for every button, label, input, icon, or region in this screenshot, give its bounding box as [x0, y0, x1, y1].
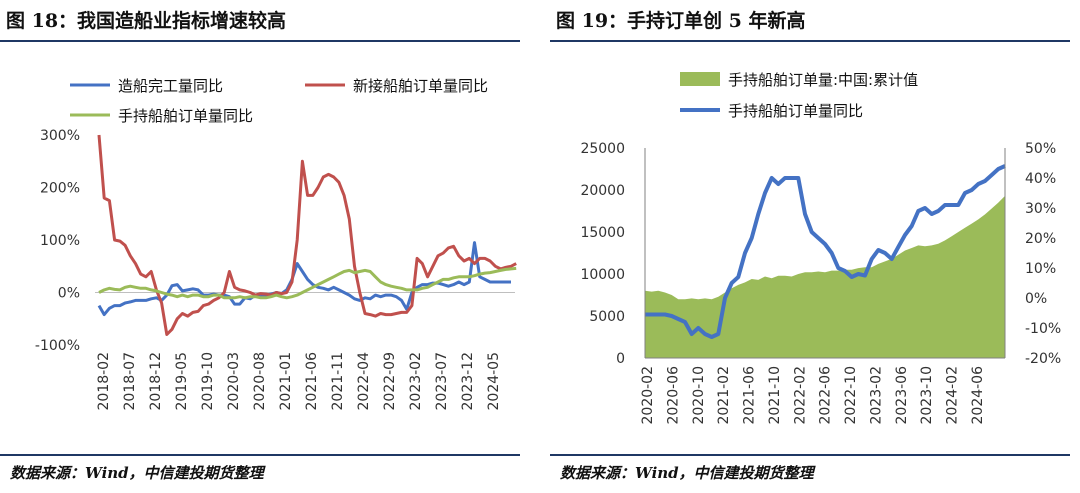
x-tick-label: 2020-03 [226, 352, 242, 411]
x-tick-label: 2021-10 [767, 366, 783, 425]
y-tick-label: 300% [40, 128, 80, 144]
x-tick-label: 2019-10 [200, 352, 216, 411]
y-left-tick-label: 15000 [580, 225, 625, 241]
x-tick-label: 2023-06 [894, 366, 910, 425]
x-tick-label: 2021-02 [716, 366, 732, 425]
y-right-tick-label: 0% [1025, 291, 1047, 307]
y-right-tick-label: 30% [1025, 201, 1056, 217]
y-right-tick-label: 40% [1025, 171, 1056, 187]
y-tick-label: -100% [35, 338, 80, 354]
y-left-tick-label: 5000 [589, 309, 625, 325]
right-source-note: 数据来源：Wind，中信建投期货整理 [560, 464, 814, 482]
x-tick-label: 2024-06 [970, 366, 986, 425]
y-right-tick-label: 50% [1025, 141, 1056, 157]
y-right-tick-label: -20% [1025, 351, 1061, 367]
line-series [645, 164, 1006, 339]
x-tick-label: 2020-08 [252, 352, 268, 411]
x-tick-label: 2020-06 [665, 366, 681, 425]
y-tick-label: 200% [40, 181, 80, 197]
left-figure-title: 图 18：我国造船业指标增速较高 [6, 10, 287, 32]
legend-label: 手持船舶订单量同比 [728, 102, 863, 120]
y-left-tick-label: 20000 [580, 183, 625, 199]
y-right-tick-label: 20% [1025, 231, 1056, 247]
x-tick-label: 2024-02 [945, 366, 961, 425]
x-tick-label: 2023-10 [919, 366, 935, 425]
x-tick-label: 2022-06 [818, 366, 834, 425]
right-figure-title: 图 19：手持订单创 5 年新高 [556, 10, 806, 32]
x-tick-label: 2020-10 [691, 366, 707, 425]
x-tick-label: 2021-01 [278, 352, 294, 411]
x-tick-label: 2022-10 [843, 366, 859, 425]
x-tick-label: 2023-07 [434, 352, 450, 411]
right-panel: 图 19：手持订单创 5 年新高 手持船舶订单量:中国:累计值 手持船舶订单量同比… [550, 0, 1080, 493]
x-tick-label: 2020-02 [640, 366, 656, 425]
left-title-rule [0, 40, 520, 42]
legend-label: 手持船舶订单量同比 [118, 107, 253, 125]
x-tick-label: 2023-12 [460, 352, 476, 411]
right-title-rule [550, 40, 1070, 42]
left-source-rule [0, 454, 520, 456]
x-tick-label: 2023-02 [408, 352, 424, 411]
x-tick-label: 2018-12 [148, 352, 164, 411]
x-tick-label: 2024-05 [486, 352, 502, 411]
legend-label: 新接船舶订单量同比 [353, 77, 488, 95]
legend-label: 造船完工量同比 [118, 77, 223, 95]
left-source-note: 数据来源：Wind，中信建投期货整理 [10, 464, 264, 482]
x-tick-label: 2021-11 [330, 352, 346, 411]
x-tick-label: 2022-04 [356, 352, 372, 411]
y-left-tick-label: 10000 [580, 267, 625, 283]
y-right-tick-label: 10% [1025, 261, 1056, 277]
area-series [645, 195, 1005, 358]
legend-label: 手持船舶订单量:中国:累计值 [728, 71, 918, 89]
y-left-tick-label: 25000 [580, 141, 625, 157]
x-tick-label: 2023-02 [868, 366, 884, 425]
y-tick-label: 0% [58, 286, 80, 302]
x-tick-label: 2018-02 [96, 352, 112, 411]
x-tick-label: 2022-02 [792, 366, 808, 425]
y-tick-label: 100% [40, 233, 80, 249]
legend-swatch [680, 72, 720, 86]
series-line [98, 266, 517, 300]
y-right-tick-label: -10% [1025, 321, 1061, 337]
x-tick-label: 2021-06 [742, 366, 758, 425]
y-left-tick-label: 0 [616, 351, 625, 367]
x-tick-label: 2022-09 [382, 352, 398, 411]
x-tick-label: 2021-06 [304, 352, 320, 411]
right-source-rule [550, 454, 1070, 456]
series-line [97, 134, 517, 336]
left-panel: 图 18：我国造船业指标增速较高 造船完工量同比 新接船舶订单量同比手持船舶订单量… [0, 0, 530, 493]
x-tick-label: 2019-05 [174, 352, 190, 411]
x-tick-label: 2018-07 [122, 352, 138, 411]
